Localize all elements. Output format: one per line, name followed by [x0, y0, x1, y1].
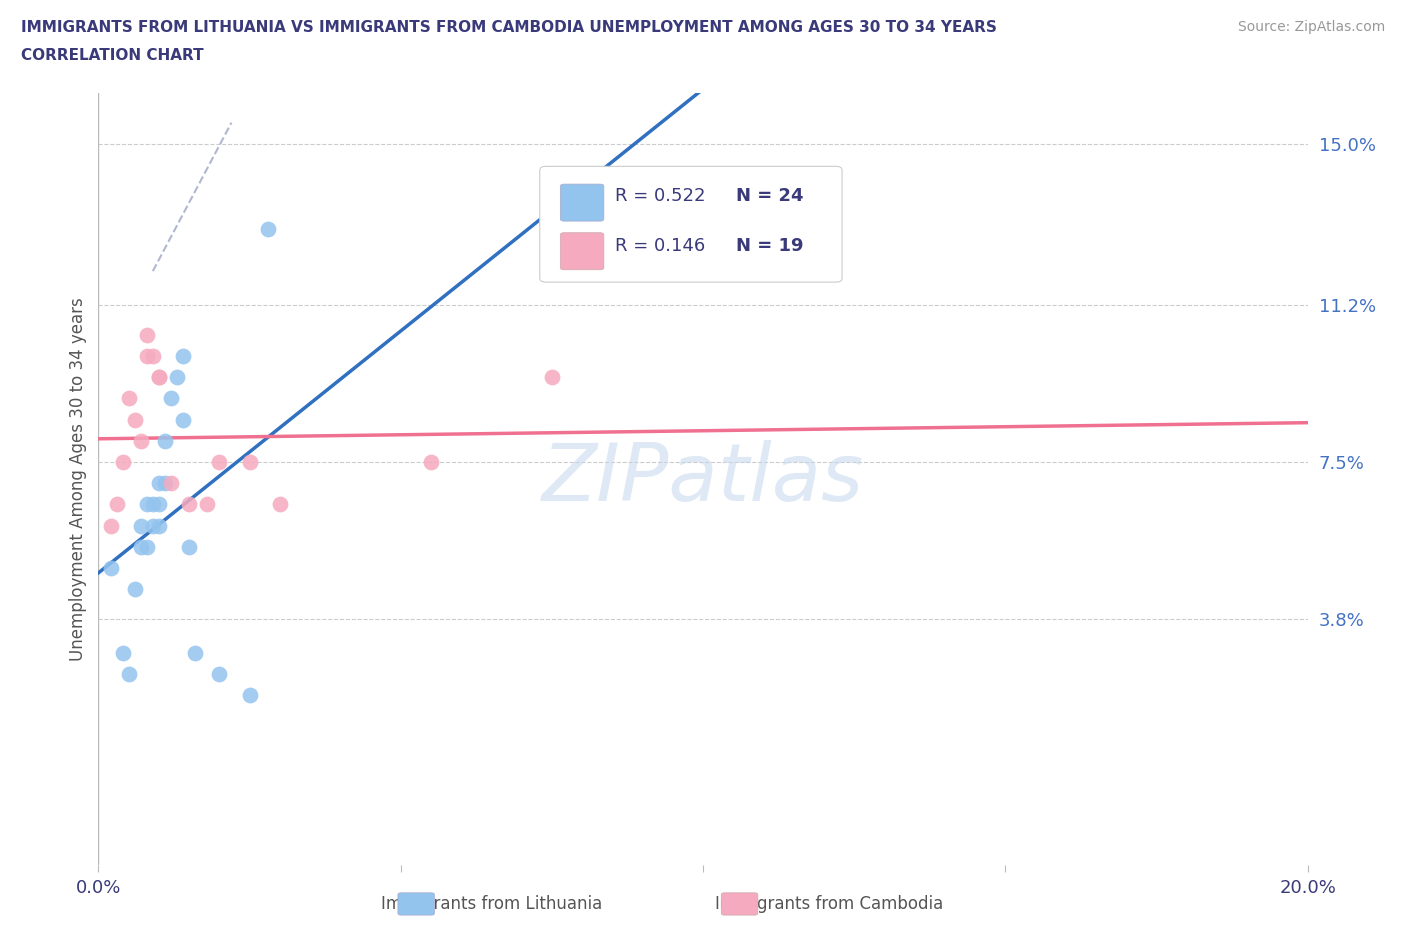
Point: [129, 518, 152, 533]
Point: [153, 433, 176, 448]
Text: CORRELATION CHART: CORRELATION CHART: [21, 48, 204, 63]
Point: [124, 412, 146, 427]
Point: [100, 561, 122, 576]
Point: [172, 349, 194, 364]
Y-axis label: Unemployment Among Ages 30 to 34 years: Unemployment Among Ages 30 to 34 years: [69, 297, 87, 661]
Point: [153, 476, 176, 491]
Point: [135, 539, 157, 554]
Point: [269, 497, 291, 512]
FancyBboxPatch shape: [561, 232, 603, 270]
Point: [208, 455, 231, 470]
FancyBboxPatch shape: [561, 184, 603, 221]
Point: [118, 667, 141, 682]
Point: [172, 412, 194, 427]
Point: [160, 476, 183, 491]
Point: [100, 518, 122, 533]
Point: [256, 221, 278, 236]
Point: [142, 518, 165, 533]
Point: [540, 370, 562, 385]
Point: [142, 497, 165, 512]
Point: [195, 497, 218, 512]
Point: [148, 497, 170, 512]
Point: [118, 391, 141, 405]
Text: N = 19: N = 19: [735, 237, 803, 255]
Point: [105, 497, 128, 512]
FancyBboxPatch shape: [540, 166, 842, 282]
Point: [148, 370, 170, 385]
Text: R = 0.146: R = 0.146: [614, 237, 704, 255]
Text: N = 24: N = 24: [735, 187, 803, 206]
Point: [111, 455, 134, 470]
Point: [184, 645, 207, 660]
Text: Immigrants from Cambodia: Immigrants from Cambodia: [716, 895, 943, 913]
Text: Source: ZipAtlas.com: Source: ZipAtlas.com: [1237, 20, 1385, 34]
Point: [135, 497, 157, 512]
Point: [208, 667, 231, 682]
Point: [135, 349, 157, 364]
Text: R = 0.522: R = 0.522: [614, 187, 706, 206]
Point: [166, 370, 188, 385]
Point: [179, 497, 201, 512]
Point: [129, 539, 152, 554]
Point: [148, 518, 170, 533]
Point: [239, 688, 262, 703]
Point: [129, 433, 152, 448]
Text: Immigrants from Lithuania: Immigrants from Lithuania: [381, 895, 603, 913]
Point: [239, 455, 262, 470]
Point: [420, 455, 443, 470]
Text: ZIPatlas: ZIPatlas: [541, 440, 865, 518]
Point: [179, 539, 201, 554]
Point: [142, 349, 165, 364]
Point: [160, 391, 183, 405]
Point: [148, 370, 170, 385]
Point: [111, 645, 134, 660]
Point: [135, 327, 157, 342]
Text: IMMIGRANTS FROM LITHUANIA VS IMMIGRANTS FROM CAMBODIA UNEMPLOYMENT AMONG AGES 30: IMMIGRANTS FROM LITHUANIA VS IMMIGRANTS …: [21, 20, 997, 35]
Point: [148, 476, 170, 491]
Point: [124, 582, 146, 597]
